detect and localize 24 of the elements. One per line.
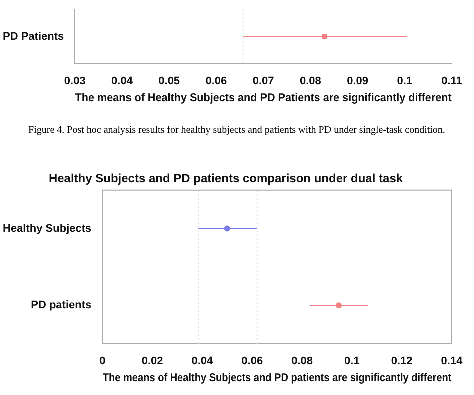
x-axis-title: The means of Healthy Subjects and PD patients are significantly different bbox=[102, 372, 452, 384]
x-tick-label: 0.1 bbox=[397, 76, 413, 88]
y-tick-label: PD patients bbox=[31, 300, 92, 312]
x-tick-label: 0.02 bbox=[142, 356, 164, 368]
x-tick-label: 0.08 bbox=[292, 356, 313, 368]
x-tick-label: 0.08 bbox=[300, 76, 322, 88]
x-tick-label: 0.04 bbox=[112, 76, 134, 88]
x-tick-label: 0.14 bbox=[441, 356, 464, 368]
x-tick-label: 0.06 bbox=[206, 76, 228, 88]
y-tick-label: Healthy Subjects bbox=[3, 222, 92, 235]
x-tick-label: 0.12 bbox=[391, 356, 413, 368]
x-tick-label: 0.11 bbox=[442, 76, 462, 88]
caption: Figure 4. Post hoc analysis results for healthy subjects and patients with PD under single-task condition. bbox=[28, 124, 446, 138]
x-tick-label: 0 bbox=[100, 356, 106, 368]
x-tick-label: 0.09 bbox=[347, 76, 368, 88]
x-tick-label: 0.04 bbox=[192, 356, 214, 368]
x-tick-label: 0.1 bbox=[344, 356, 360, 368]
x-tick-label: 0.06 bbox=[242, 356, 264, 368]
y-tick-label: PD Patients bbox=[2, 30, 64, 43]
x-tick-label: 0.07 bbox=[252, 76, 274, 88]
chart-title: Healthy Subjects and PD patients comparison under dual task bbox=[48, 172, 404, 186]
x-axis-title: The means of Healthy Subjects and PD Patients are significantly different bbox=[75, 92, 452, 104]
x-tick-label: 0.03 bbox=[64, 76, 86, 88]
x-tick-label: 0.05 bbox=[158, 76, 180, 88]
